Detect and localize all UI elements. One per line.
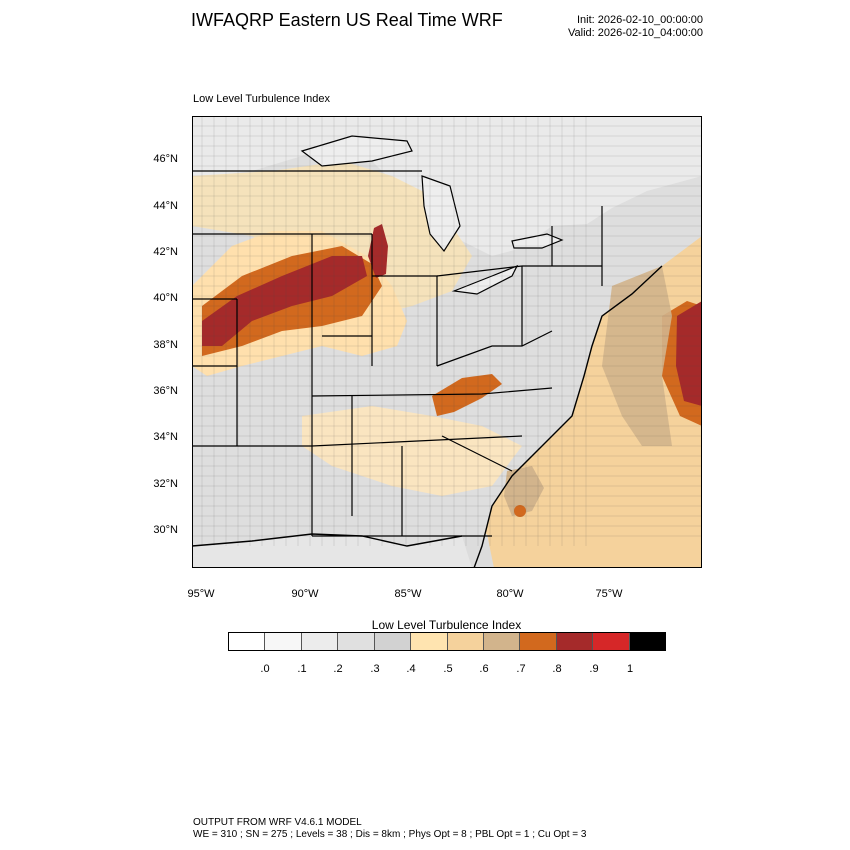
lon-tick-label: 80°W	[496, 588, 524, 600]
colorbar-label: .0	[260, 663, 270, 675]
colorbar-label: .2	[333, 663, 343, 675]
lat-tick-label: 40°N	[153, 292, 178, 304]
colorbar-label: .9	[589, 663, 599, 675]
dark-red-band	[202, 256, 367, 346]
colorbar-label: .3	[370, 663, 380, 675]
turbulence-map	[192, 116, 702, 568]
lat-tick-label: 34°N	[153, 431, 178, 443]
model-info: OUTPUT FROM WRF V4.6.1 MODEL	[193, 817, 362, 828]
state-borders	[192, 170, 603, 537]
colorbar-label: .6	[479, 663, 489, 675]
lat-tick-label: 36°N	[153, 385, 178, 397]
colorbar	[228, 632, 666, 651]
lat-tick-label: 38°N	[153, 339, 178, 351]
valid-time: Valid: 2026-02-10_04:00:00	[568, 27, 703, 39]
florida	[462, 534, 494, 568]
appalachian-band	[432, 374, 502, 416]
colorbar-segment	[556, 633, 594, 650]
colorbar-segment	[629, 633, 666, 650]
colorbar-title: Low Level Turbulence Index	[371, 618, 522, 632]
map-border	[192, 116, 702, 568]
colorbar-segment	[265, 633, 302, 650]
colorbar-label: .7	[516, 663, 526, 675]
lake-erie	[451, 264, 519, 295]
lon-tick-label: 75°W	[595, 588, 623, 600]
lat-tick-label: 46°N	[153, 153, 178, 165]
colorbar-segment	[483, 633, 521, 650]
offshore-red	[676, 301, 702, 406]
colorbar-segment	[338, 633, 375, 650]
colorbar-label: .8	[552, 663, 562, 675]
colorbar-segment	[301, 633, 339, 650]
colorbar-label: 1	[626, 663, 634, 675]
init-time: Init: 2026-02-10_00:00:00	[577, 14, 703, 26]
colorbar-segment	[447, 633, 484, 650]
east-coastline	[473, 265, 663, 568]
lat-tick-label: 42°N	[153, 246, 178, 258]
colorbar-segment	[520, 633, 557, 650]
lat-tick-label: 44°N	[153, 200, 178, 212]
colorbar-segment	[593, 633, 630, 650]
lon-tick-label: 95°W	[187, 588, 215, 600]
lon-tick-label: 85°W	[394, 588, 422, 600]
lon-tick-label: 90°W	[291, 588, 319, 600]
county-grid	[192, 116, 702, 546]
colorbar-label: .4	[406, 663, 416, 675]
panel-label: Low Level Turbulence Index	[193, 93, 330, 105]
carolina-offshore-core	[514, 505, 526, 517]
colorbar-segment	[229, 633, 266, 650]
gulf-of-mexico	[192, 534, 492, 568]
lat-tick-label: 32°N	[153, 478, 178, 490]
lat-tick-label: 30°N	[153, 524, 178, 536]
model-config: WE = 310 ; SN = 275 ; Levels = 38 ; Dis …	[193, 829, 587, 840]
gulf-coastline	[192, 533, 463, 547]
colorbar-label: .5	[443, 663, 453, 675]
colorbar-label: .1	[297, 663, 307, 675]
lake-michigan-maximum	[368, 224, 388, 278]
se-light-region	[302, 406, 522, 496]
colorbar-segment	[411, 633, 448, 650]
colorbar-segment	[374, 633, 412, 650]
chart-title: IWFAQRP Eastern US Real Time WRF	[191, 10, 503, 30]
